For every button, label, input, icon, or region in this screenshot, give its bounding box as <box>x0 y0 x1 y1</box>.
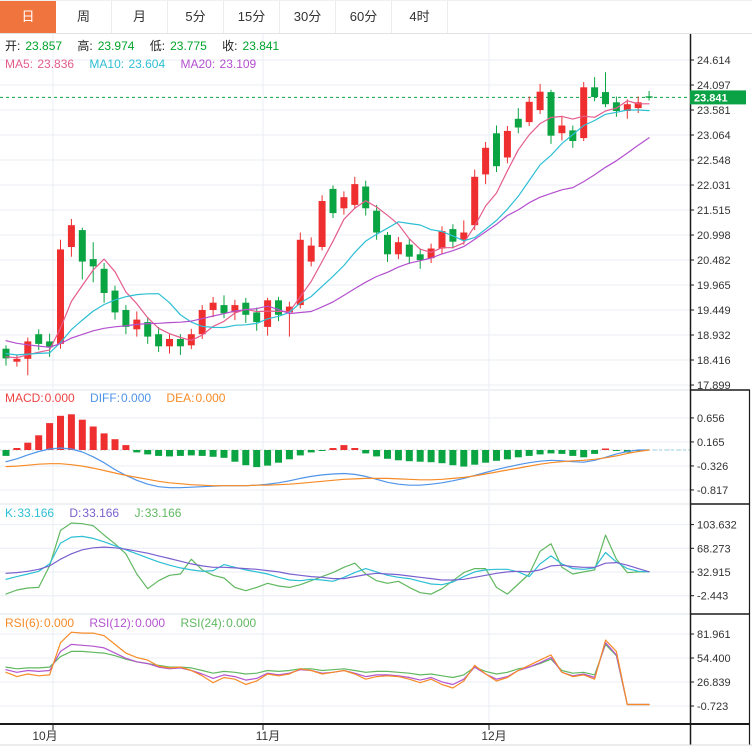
ohlc-row: 开: 23.857 高: 23.974 低: 23.775 收: 23.841 <box>5 37 291 54</box>
j-label: J: <box>134 506 144 520</box>
rsi24-value: 0.000 <box>226 616 257 630</box>
svg-text:22.031: 22.031 <box>697 180 731 192</box>
rsi24-label: RSI(24): <box>180 616 226 630</box>
svg-text:20.482: 20.482 <box>697 255 731 267</box>
svg-text:81.961: 81.961 <box>697 629 731 641</box>
svg-text:18.416: 18.416 <box>697 355 731 367</box>
macd-header: MACD:0.000 DIFF:0.000 DEA:0.000 <box>5 391 237 405</box>
j-line <box>5 522 650 595</box>
svg-text:10月: 10月 <box>32 729 57 743</box>
svg-text:-0.326: -0.326 <box>697 461 728 473</box>
svg-text:18.932: 18.932 <box>697 330 731 342</box>
rsi12-value: 0.000 <box>135 616 166 630</box>
svg-text:12月: 12月 <box>481 729 506 743</box>
diff-value: 0.000 <box>121 391 152 405</box>
y-axis-labels: 24.614 24.097 23.581 23.064 22.548 22.031 21.5… <box>690 55 737 713</box>
ma-row: MA5: 23.836 MA10: 23.604 MA20: 23.109 <box>5 57 268 71</box>
dea-label: DEA: <box>166 391 195 405</box>
rsi12-label: RSI(12): <box>89 616 135 630</box>
svg-text:68.273: 68.273 <box>697 543 731 555</box>
diff-line <box>5 447 650 489</box>
ma20-value: 23.109 <box>219 57 257 71</box>
tab-4hour[interactable]: 4时 <box>392 1 448 33</box>
ma5-label: MA5: <box>5 57 34 71</box>
svg-text:23.841: 23.841 <box>694 92 728 104</box>
kdj-header: K:33.166 D:33.166 J:33.166 <box>5 506 193 520</box>
svg-text:19.449: 19.449 <box>697 305 731 317</box>
k-label: K: <box>5 506 17 520</box>
rsi-header: RSI(6):0.000 RSI(12):0.000 RSI(24):0.000 <box>5 616 268 630</box>
ma10-value: 23.604 <box>128 57 166 71</box>
low-value: 23.775 <box>170 39 207 53</box>
tab-15min[interactable]: 15分 <box>224 1 280 33</box>
svg-text:0.165: 0.165 <box>697 437 725 449</box>
open-value: 23.857 <box>25 39 63 53</box>
k-value: 33.166 <box>17 506 55 520</box>
macd-label: MACD: <box>5 391 44 405</box>
rsi6-line <box>5 631 650 706</box>
svg-text:19.965: 19.965 <box>697 280 731 292</box>
svg-text:22.548: 22.548 <box>697 155 731 167</box>
k-line <box>5 535 650 586</box>
axis-frame <box>0 33 752 746</box>
tab-30min[interactable]: 30分 <box>280 1 336 33</box>
d-label: D: <box>69 506 82 520</box>
svg-text:0.656: 0.656 <box>697 413 725 425</box>
tab-day[interactable]: 日 <box>0 1 56 33</box>
ma20-label: MA20: <box>180 57 216 71</box>
svg-text:24.097: 24.097 <box>697 80 731 92</box>
svg-text:23.581: 23.581 <box>697 105 731 117</box>
svg-text:-2.443: -2.443 <box>697 591 728 603</box>
tab-5min[interactable]: 5分 <box>168 1 224 33</box>
rsi6-value: 0.000 <box>44 616 75 630</box>
period-tabbar: 日 周 月 5分 15分 30分 60分 4时 <box>0 0 752 34</box>
ma20-line <box>5 137 650 348</box>
dea-value: 0.000 <box>195 391 226 405</box>
tab-60min[interactable]: 60分 <box>336 1 392 33</box>
svg-text:21.515: 21.515 <box>697 205 731 217</box>
open-label: 开: <box>5 39 21 53</box>
low-label: 低: <box>149 39 166 53</box>
d-value: 33.166 <box>82 506 120 520</box>
dea-line <box>5 449 650 487</box>
svg-text:17.899: 17.899 <box>697 380 731 392</box>
svg-text:32.915: 32.915 <box>697 567 731 579</box>
ma5-value: 23.836 <box>37 57 75 71</box>
ma5-line <box>5 100 650 359</box>
j-value: 33.166 <box>144 506 182 520</box>
d-line <box>5 546 650 581</box>
svg-text:23.064: 23.064 <box>697 130 731 142</box>
ma10-line <box>5 109 650 356</box>
current-price-badge: 23.841 <box>690 90 746 104</box>
rsi6-label: RSI(6): <box>5 616 44 630</box>
candles-layer[interactable] <box>2 72 653 376</box>
tab-month[interactable]: 月 <box>112 1 168 33</box>
x-axis-labels: 10月 11月 12月 <box>32 724 507 743</box>
close-value: 23.841 <box>242 39 280 53</box>
macd-value: 0.000 <box>44 391 75 405</box>
svg-text:20.998: 20.998 <box>697 230 731 242</box>
svg-text:-0.817: -0.817 <box>697 485 728 497</box>
svg-text:103.632: 103.632 <box>697 520 737 532</box>
macd-histogram <box>2 414 642 468</box>
svg-text:11月: 11月 <box>256 729 280 743</box>
rsi24-line <box>5 643 650 706</box>
svg-text:-0.723: -0.723 <box>697 701 728 713</box>
close-label: 收: <box>222 39 238 53</box>
svg-text:24.614: 24.614 <box>697 55 731 67</box>
svg-text:26.839: 26.839 <box>697 677 731 689</box>
high-value: 23.974 <box>97 39 135 53</box>
tab-week[interactable]: 周 <box>56 1 112 33</box>
svg-text:54.400: 54.400 <box>697 653 731 665</box>
diff-label: DIFF: <box>90 391 121 405</box>
ma10-label: MA10: <box>89 57 125 71</box>
high-label: 高: <box>77 39 93 53</box>
